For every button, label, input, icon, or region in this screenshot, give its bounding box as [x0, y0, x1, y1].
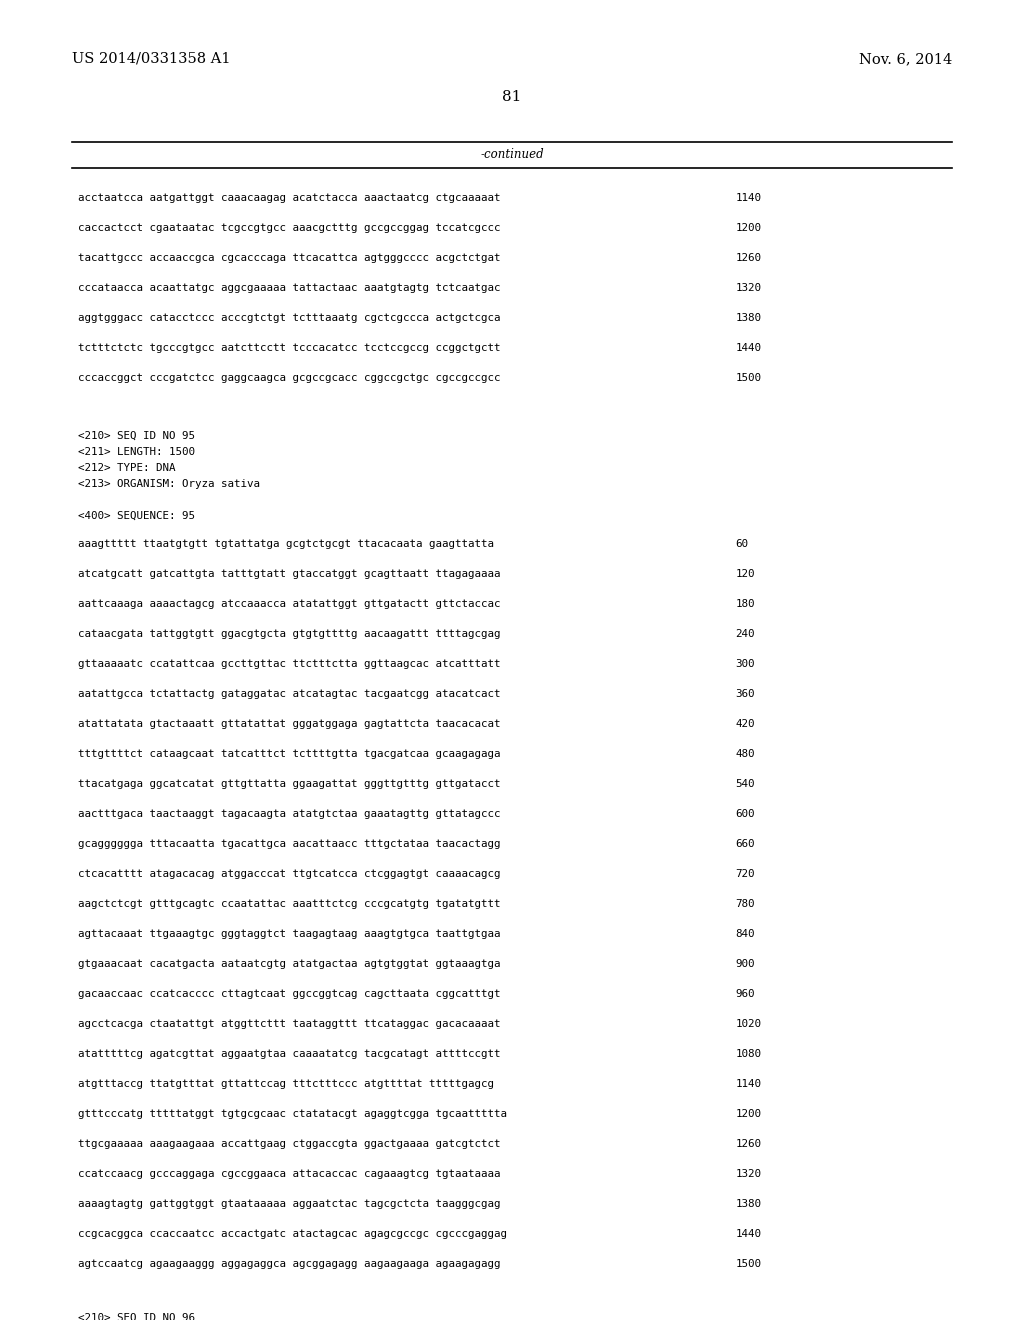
- Text: cccaccggct cccgatctcc gaggcaagca gcgccgcacc cggccgctgc cgccgccgcc: cccaccggct cccgatctcc gaggcaagca gcgccgc…: [78, 374, 501, 383]
- Text: agcctcacga ctaatattgt atggttcttt taataggttt ttcataggac gacacaaaat: agcctcacga ctaatattgt atggttcttt taatagg…: [78, 1019, 501, 1030]
- Text: gacaaccaac ccatcacccc cttagtcaat ggccggtcag cagcttaata cggcatttgt: gacaaccaac ccatcacccc cttagtcaat ggccggt…: [78, 989, 501, 999]
- Text: 1200: 1200: [735, 1109, 761, 1119]
- Text: 1020: 1020: [735, 1019, 761, 1030]
- Text: <400> SEQUENCE: 95: <400> SEQUENCE: 95: [78, 511, 195, 521]
- Text: 60: 60: [735, 539, 749, 549]
- Text: tacattgccc accaaccgca cgcacccaga ttcacattca agtgggcccc acgctctgat: tacattgccc accaaccgca cgcacccaga ttcacat…: [78, 253, 501, 263]
- Text: ctcacatttt atagacacag atggacccat ttgtcatcca ctcggagtgt caaaacagcg: ctcacatttt atagacacag atggacccat ttgtcat…: [78, 869, 501, 879]
- Text: 480: 480: [735, 748, 755, 759]
- Text: atattatata gtactaaatt gttatattat gggatggaga gagtattcta taacacacat: atattatata gtactaaatt gttatattat gggatgg…: [78, 719, 501, 729]
- Text: agtccaatcg agaagaaggg aggagaggca agcggagagg aagaagaaga agaagagagg: agtccaatcg agaagaaggg aggagaggca agcggag…: [78, 1259, 501, 1269]
- Text: 120: 120: [735, 569, 755, 579]
- Text: 1320: 1320: [735, 282, 761, 293]
- Text: cataacgata tattggtgtt ggacgtgcta gtgtgttttg aacaagattt ttttagcgag: cataacgata tattggtgtt ggacgtgcta gtgtgtt…: [78, 630, 501, 639]
- Text: 1080: 1080: [735, 1049, 761, 1059]
- Text: 180: 180: [735, 599, 755, 609]
- Text: atcatgcatt gatcattgta tatttgtatt gtaccatggt gcagttaatt ttagagaaaa: atcatgcatt gatcattgta tatttgtatt gtaccat…: [78, 569, 501, 579]
- Text: gtgaaacaat cacatgacta aataatcgtg atatgactaa agtgtggtat ggtaaagtga: gtgaaacaat cacatgacta aataatcgtg atatgac…: [78, 960, 501, 969]
- Text: 960: 960: [735, 989, 755, 999]
- Text: 300: 300: [735, 659, 755, 669]
- Text: <211> LENGTH: 1500: <211> LENGTH: 1500: [78, 447, 195, 457]
- Text: 900: 900: [735, 960, 755, 969]
- Text: 840: 840: [735, 929, 755, 939]
- Text: 420: 420: [735, 719, 755, 729]
- Text: aaagttttt ttaatgtgtt tgtattatga gcgtctgcgt ttacacaata gaagttatta: aaagttttt ttaatgtgtt tgtattatga gcgtctgc…: [78, 539, 494, 549]
- Text: 1260: 1260: [735, 253, 761, 263]
- Text: -continued: -continued: [480, 148, 544, 161]
- Text: aatattgcca tctattactg gataggatac atcatagtac tacgaatcgg atacatcact: aatattgcca tctattactg gataggatac atcatag…: [78, 689, 501, 700]
- Text: <210> SEQ ID NO 95: <210> SEQ ID NO 95: [78, 432, 195, 441]
- Text: caccactcct cgaataatac tcgccgtgcc aaacgctttg gccgccggag tccatcgccc: caccactcct cgaataatac tcgccgtgcc aaacgct…: [78, 223, 501, 234]
- Text: cccataacca acaattatgc aggcgaaaaa tattactaac aaatgtagtg tctcaatgac: cccataacca acaattatgc aggcgaaaaa tattact…: [78, 282, 501, 293]
- Text: atatttttcg agatcgttat aggaatgtaa caaaatatcg tacgcatagt attttccgtt: atatttttcg agatcgttat aggaatgtaa caaaata…: [78, 1049, 501, 1059]
- Text: aaaagtagtg gattggtggt gtaataaaaa aggaatctac tagcgctcta taagggcgag: aaaagtagtg gattggtggt gtaataaaaa aggaatc…: [78, 1199, 501, 1209]
- Text: gtttcccatg tttttatggt tgtgcgcaac ctatatacgt agaggtcgga tgcaattttta: gtttcccatg tttttatggt tgtgcgcaac ctatata…: [78, 1109, 507, 1119]
- Text: 1440: 1440: [735, 343, 761, 352]
- Text: 360: 360: [735, 689, 755, 700]
- Text: Nov. 6, 2014: Nov. 6, 2014: [859, 51, 952, 66]
- Text: <212> TYPE: DNA: <212> TYPE: DNA: [78, 463, 175, 473]
- Text: <213> ORGANISM: Oryza sativa: <213> ORGANISM: Oryza sativa: [78, 479, 260, 488]
- Text: aagctctcgt gtttgcagtc ccaatattac aaatttctcg cccgcatgtg tgatatgttt: aagctctcgt gtttgcagtc ccaatattac aaatttc…: [78, 899, 501, 909]
- Text: ttacatgaga ggcatcatat gttgttatta ggaagattat gggttgtttg gttgatacct: ttacatgaga ggcatcatat gttgttatta ggaagat…: [78, 779, 501, 789]
- Text: 1440: 1440: [735, 1229, 761, 1239]
- Text: ttgcgaaaaa aaagaagaaa accattgaag ctggaccgta ggactgaaaa gatcgtctct: ttgcgaaaaa aaagaagaaa accattgaag ctggacc…: [78, 1139, 501, 1148]
- Text: 81: 81: [503, 90, 521, 104]
- Text: aattcaaaga aaaactagcg atccaaacca atatattggt gttgatactt gttctaccac: aattcaaaga aaaactagcg atccaaacca atatatt…: [78, 599, 501, 609]
- Text: 540: 540: [735, 779, 755, 789]
- Text: ccatccaacg gcccaggaga cgccggaaca attacaccac cagaaagtcg tgtaataaaa: ccatccaacg gcccaggaga cgccggaaca attacac…: [78, 1170, 501, 1179]
- Text: 1380: 1380: [735, 1199, 761, 1209]
- Text: 720: 720: [735, 869, 755, 879]
- Text: aactttgaca taactaaggt tagacaagta atatgtctaa gaaatagttg gttatagccc: aactttgaca taactaaggt tagacaagta atatgtc…: [78, 809, 501, 818]
- Text: 1200: 1200: [735, 223, 761, 234]
- Text: 1140: 1140: [735, 193, 761, 203]
- Text: 1500: 1500: [735, 1259, 761, 1269]
- Text: 1320: 1320: [735, 1170, 761, 1179]
- Text: 660: 660: [735, 840, 755, 849]
- Text: gttaaaaatc ccatattcaa gccttgttac ttctttctta ggttaagcac atcatttatt: gttaaaaatc ccatattcaa gccttgttac ttctttc…: [78, 659, 501, 669]
- Text: gcagggggga tttacaatta tgacattgca aacattaacc tttgctataa taacactagg: gcagggggga tttacaatta tgacattgca aacatta…: [78, 840, 501, 849]
- Text: aggtgggacc catacctccc acccgtctgt tctttaaatg cgctcgccca actgctcgca: aggtgggacc catacctccc acccgtctgt tctttaa…: [78, 313, 501, 323]
- Text: 600: 600: [735, 809, 755, 818]
- Text: <210> SEQ ID NO 96: <210> SEQ ID NO 96: [78, 1313, 195, 1320]
- Text: ccgcacggca ccaccaatcc accactgatc atactagcac agagcgccgc cgcccgaggag: ccgcacggca ccaccaatcc accactgatc atactag…: [78, 1229, 507, 1239]
- Text: 1260: 1260: [735, 1139, 761, 1148]
- Text: 1140: 1140: [735, 1078, 761, 1089]
- Text: tctttctctc tgcccgtgcc aatcttcctt tcccacatcc tcctccgccg ccggctgctt: tctttctctc tgcccgtgcc aatcttcctt tcccaca…: [78, 343, 501, 352]
- Text: 1380: 1380: [735, 313, 761, 323]
- Text: US 2014/0331358 A1: US 2014/0331358 A1: [72, 51, 230, 66]
- Text: agttacaaat ttgaaagtgc gggtaggtct taagagtaag aaagtgtgca taattgtgaa: agttacaaat ttgaaagtgc gggtaggtct taagagt…: [78, 929, 501, 939]
- Text: acctaatcca aatgattggt caaacaagag acatctacca aaactaatcg ctgcaaaaat: acctaatcca aatgattggt caaacaagag acatcta…: [78, 193, 501, 203]
- Text: 780: 780: [735, 899, 755, 909]
- Text: atgtttaccg ttatgtttat gttattccag tttctttccc atgttttat tttttgagcg: atgtttaccg ttatgtttat gttattccag tttcttt…: [78, 1078, 494, 1089]
- Text: tttgttttct cataagcaat tatcatttct tcttttgtta tgacgatcaa gcaagagaga: tttgttttct cataagcaat tatcatttct tcttttg…: [78, 748, 501, 759]
- Text: 240: 240: [735, 630, 755, 639]
- Text: 1500: 1500: [735, 374, 761, 383]
